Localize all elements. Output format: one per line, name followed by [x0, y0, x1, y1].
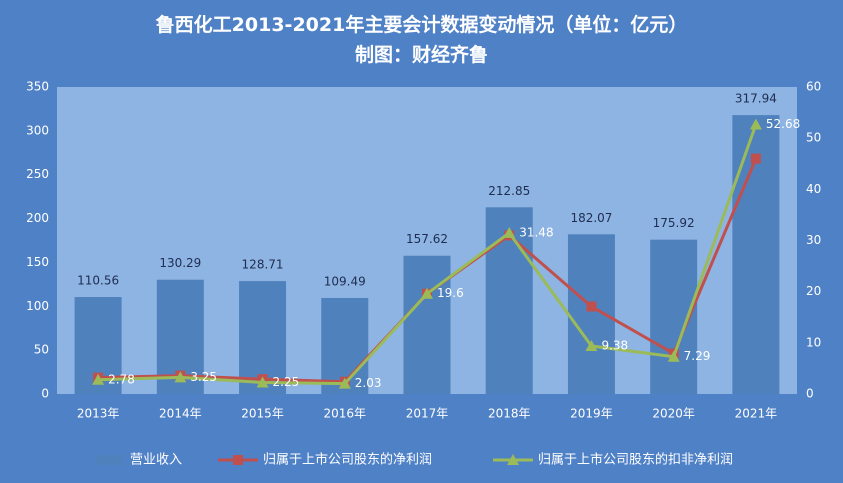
bar-data-label: 130.29: [159, 256, 201, 270]
adjusted-profit-marker: [667, 350, 680, 362]
y-left-tick-label: 50: [34, 343, 49, 357]
y-left-tick-label: 150: [26, 255, 49, 269]
line-data-label: 9.38: [601, 339, 628, 353]
x-tick-label: 2014年: [159, 407, 202, 421]
y-left-tick-label: 100: [26, 299, 49, 313]
bar-data-label: 182.07: [570, 211, 612, 225]
adjusted-profit-marker: [92, 373, 105, 385]
legend-adjusted-profit-label: 归属于上市公司股东的扣非净利润: [538, 452, 733, 468]
y-left-tick-label: 200: [26, 211, 49, 225]
line-data-label: 2.03: [355, 376, 382, 390]
net-profit-marker: [750, 153, 761, 164]
bar-data-label: 128.71: [242, 258, 284, 272]
line-data-label: 52.68: [766, 117, 800, 131]
y-right-tick-label: 60: [806, 80, 821, 94]
chart-title: 鲁西化工2013-2021年主要会计数据变动情况（单位：亿元）: [155, 14, 688, 36]
y-right-tick-label: 0: [806, 387, 814, 401]
y-right-tick-label: 10: [806, 335, 821, 349]
line-data-label: 2.25: [273, 375, 300, 389]
y-left-tick-label: 350: [26, 80, 49, 94]
bar-data-label: 175.92: [653, 216, 695, 230]
line-data-label: 7.29: [684, 349, 711, 363]
bar-data-label: 110.56: [77, 274, 119, 288]
adjusted-profit-marker: [174, 371, 187, 383]
x-tick-label: 2013年: [77, 407, 120, 421]
y-right-tick-label: 40: [806, 182, 821, 196]
line-data-label: 3.25: [190, 370, 217, 384]
bar-data-label: 109.49: [324, 274, 366, 288]
adjusted-profit-marker: [585, 340, 598, 352]
bar-data-label: 212.85: [488, 184, 530, 198]
bar: [403, 255, 451, 394]
adjusted-profit-marker: [338, 377, 351, 389]
bar-data-label: 157.62: [406, 232, 448, 246]
y-right-tick-label: 20: [806, 284, 821, 298]
adjusted-profit-marker: [256, 376, 269, 388]
y-left-tick-label: 250: [26, 167, 49, 181]
x-tick-label: 2017年: [406, 407, 449, 421]
line-data-label: 19.6: [437, 286, 464, 300]
adjusted-profit-marker: [749, 118, 762, 130]
y-left-tick-label: 300: [26, 123, 49, 137]
adjusted-profit-marker: [421, 287, 433, 299]
x-tick-label: 2016年: [324, 407, 367, 421]
y-right-tick-label: 30: [806, 233, 821, 247]
legend-net-profit-label: 归属于上市公司股东的净利润: [263, 452, 432, 468]
legend-revenue-label: 营业收入: [130, 453, 182, 468]
y-right-tick-label: 50: [806, 131, 821, 145]
chart-subtitle: 制图：财经齐鲁: [354, 44, 488, 66]
legend-revenue-swatch: [97, 455, 123, 465]
bar: [567, 234, 615, 394]
legend-adjusted-profit-marker: [507, 454, 519, 465]
net-profit-marker: [586, 301, 597, 312]
x-tick-label: 2019年: [570, 407, 613, 421]
x-tick-label: 2018年: [488, 407, 531, 421]
line-data-label: 31.48: [519, 225, 553, 239]
x-tick-label: 2020年: [652, 407, 695, 421]
y-left-tick-label: 0: [41, 387, 49, 401]
x-tick-label: 2021年: [735, 407, 778, 421]
legend-net-profit-marker: [233, 455, 243, 465]
adjusted-profit-marker: [503, 226, 516, 238]
x-tick-label: 2015年: [241, 407, 284, 421]
bar-data-label: 317.94: [735, 92, 777, 106]
line-data-label: 2.78: [108, 372, 135, 386]
